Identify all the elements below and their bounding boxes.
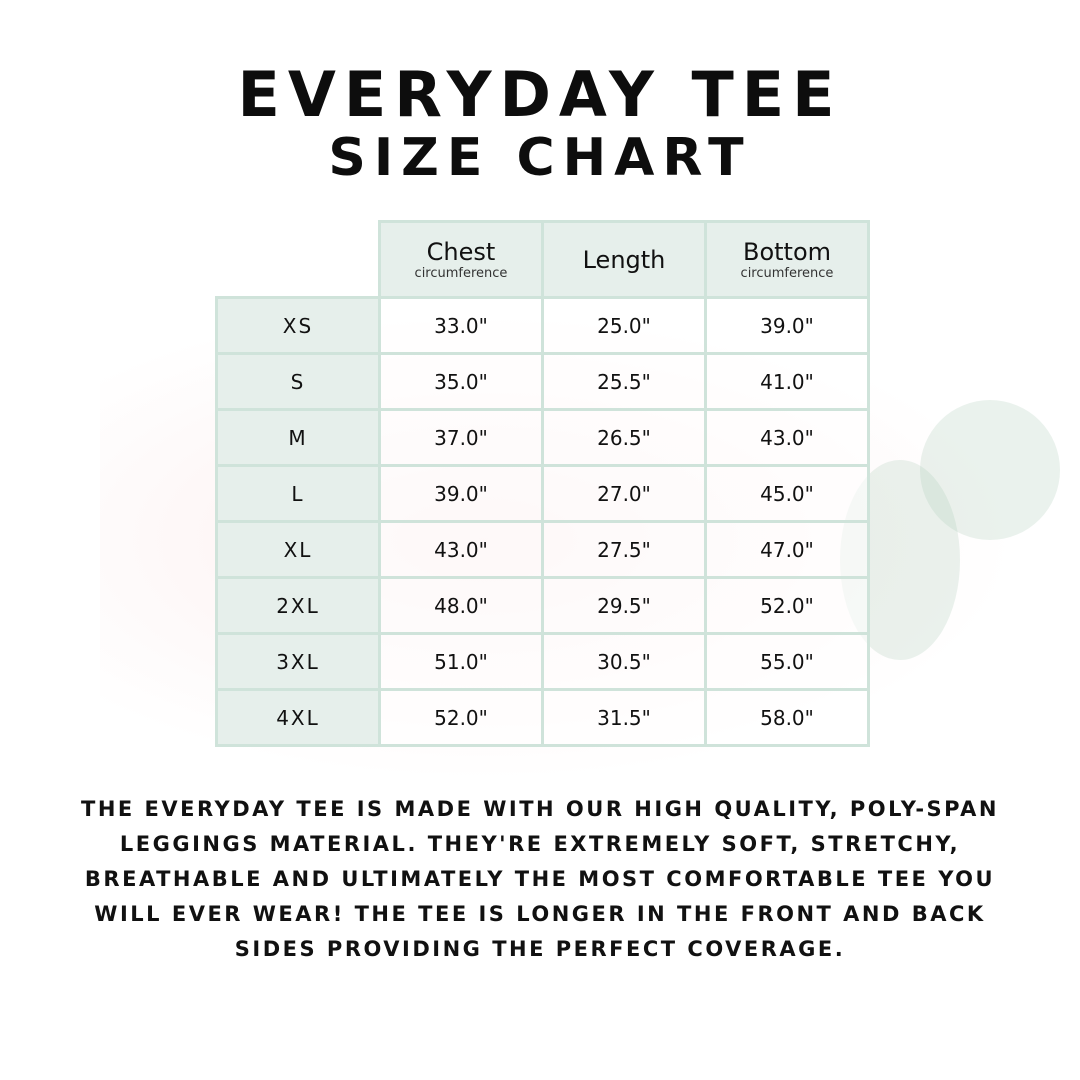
size-label: 4XL <box>215 688 381 747</box>
measurement-cell: 37.0" <box>378 408 544 467</box>
size-label: L <box>215 464 381 523</box>
measurement-cell: 52.0" <box>378 688 544 747</box>
size-label: 2XL <box>215 576 381 635</box>
measurement-cell: 43.0" <box>704 408 870 467</box>
measurement-cell: 41.0" <box>704 352 870 411</box>
table-row: XL 43.0" 27.5" 47.0" <box>215 520 870 579</box>
table-header-row: Chest circumference Length Bottom circumfe… <box>217 220 870 299</box>
measurement-cell: 27.0" <box>541 464 707 523</box>
measurement-cell: 47.0" <box>704 520 870 579</box>
measurement-cell: 39.0" <box>704 296 870 355</box>
cactus-decoration <box>920 400 1060 540</box>
measurement-cell: 43.0" <box>378 520 544 579</box>
measurement-cell: 51.0" <box>378 632 544 691</box>
measurement-cell: 33.0" <box>378 296 544 355</box>
measurement-cell: 39.0" <box>378 464 544 523</box>
table-row: 4XL 52.0" 31.5" 58.0" <box>215 688 870 747</box>
header-length: Length <box>541 220 707 299</box>
header-empty-cell <box>217 222 380 298</box>
size-table: Chest circumference Length Bottom circumfe… <box>215 220 870 747</box>
measurement-cell: 31.5" <box>541 688 707 747</box>
measurement-cell: 55.0" <box>704 632 870 691</box>
page-title: EVERYDAY TEE <box>237 58 843 131</box>
measurement-cell: 25.5" <box>541 352 707 411</box>
size-label: XL <box>215 520 381 579</box>
measurement-cell: 26.5" <box>541 408 707 467</box>
measurement-cell: 52.0" <box>704 576 870 635</box>
size-label: 3XL <box>215 632 381 691</box>
measurement-cell: 58.0" <box>704 688 870 747</box>
header-bottom: Bottom circumference <box>704 220 870 299</box>
table-row: L 39.0" 27.0" 45.0" <box>215 464 870 523</box>
measurement-cell: 35.0" <box>378 352 544 411</box>
size-label: S <box>215 352 381 411</box>
table-row: 3XL 51.0" 30.5" 55.0" <box>215 632 870 691</box>
header-chest: Chest circumference <box>378 220 544 299</box>
table-row: M 37.0" 26.5" 43.0" <box>215 408 870 467</box>
measurement-cell: 25.0" <box>541 296 707 355</box>
size-label: M <box>215 408 381 467</box>
measurement-cell: 45.0" <box>704 464 870 523</box>
table-row: S 35.0" 25.5" 41.0" <box>215 352 870 411</box>
table-row: 2XL 48.0" 29.5" 52.0" <box>215 576 870 635</box>
table-row: XS 33.0" 25.0" 39.0" <box>215 296 870 355</box>
product-description: The Everyday Tee is made with our high q… <box>81 797 999 961</box>
size-label: XS <box>215 296 381 355</box>
measurement-cell: 29.5" <box>541 576 707 635</box>
measurement-cell: 48.0" <box>378 576 544 635</box>
measurement-cell: 27.5" <box>541 520 707 579</box>
measurement-cell: 30.5" <box>541 632 707 691</box>
page-subtitle: SIZE CHART <box>328 128 752 188</box>
